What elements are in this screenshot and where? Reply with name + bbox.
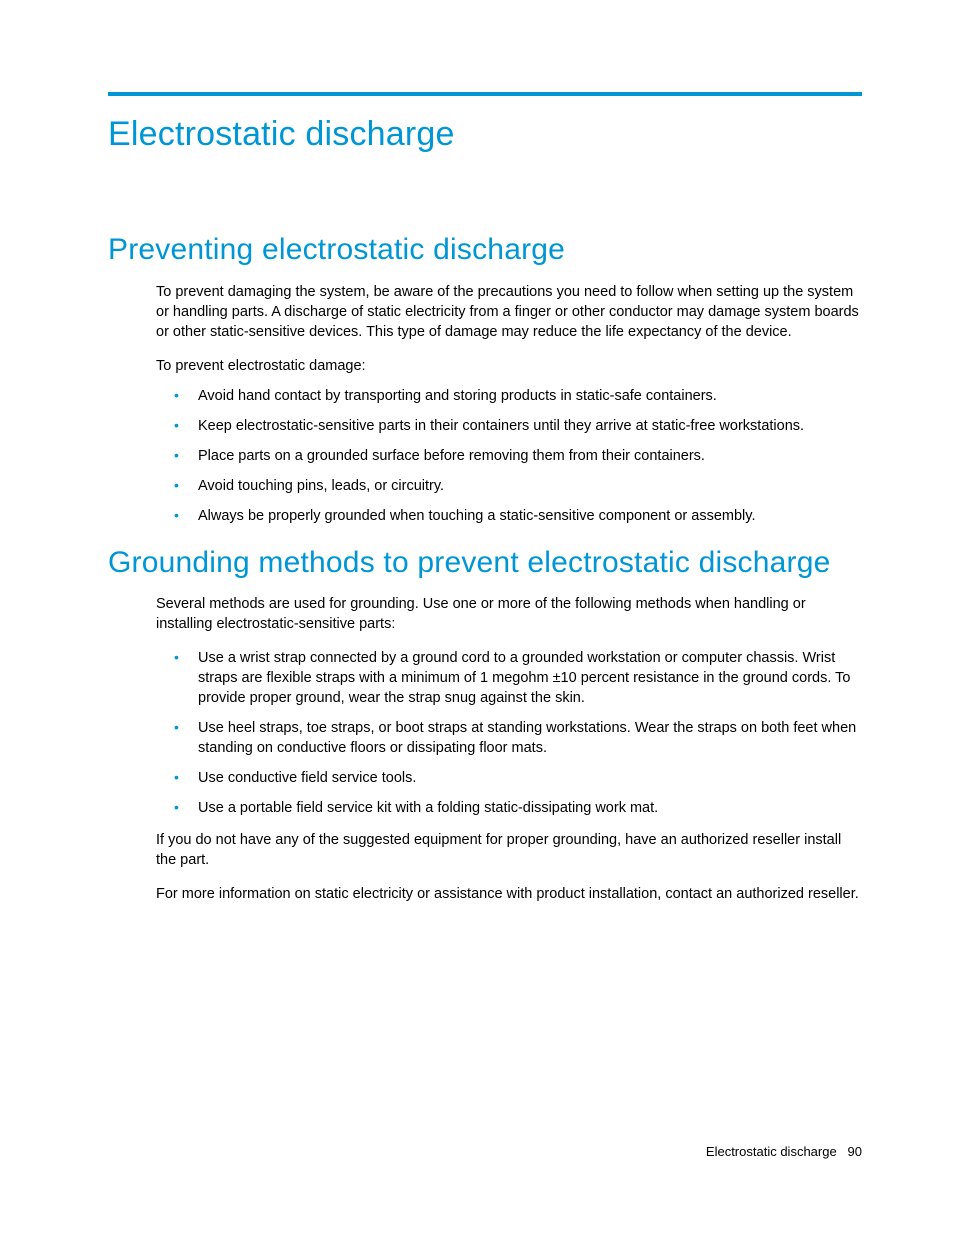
- list-item: Place parts on a grounded surface before…: [156, 446, 862, 466]
- list-item-text: Use a wrist strap connected by a ground …: [198, 650, 850, 706]
- list-item: Use heel straps, toe straps, or boot str…: [156, 718, 862, 758]
- list-item: Keep electrostatic-sensitive parts in th…: [156, 416, 862, 436]
- list-item-text: Use a portable field service kit with a …: [198, 800, 658, 816]
- section-gap: [108, 538, 862, 546]
- list-item-text: Place parts on a grounded surface before…: [198, 448, 705, 464]
- list-item-text: Use heel straps, toe straps, or boot str…: [198, 720, 856, 756]
- paragraph: For more information on static electrici…: [156, 884, 862, 904]
- list-item: Use a wrist strap connected by a ground …: [156, 648, 862, 708]
- list-item-text: Keep electrostatic-sensitive parts in th…: [198, 418, 804, 434]
- bullet-list: Avoid hand contact by transporting and s…: [156, 386, 862, 526]
- paragraph: Several methods are used for grounding. …: [156, 594, 862, 634]
- bullet-list: Use a wrist strap connected by a ground …: [156, 648, 862, 818]
- page-footer: Electrostatic discharge 90: [706, 1144, 862, 1159]
- section-body-grounding: Several methods are used for grounding. …: [108, 594, 862, 904]
- paragraph: If you do not have any of the suggested …: [156, 830, 862, 870]
- section-heading-preventing: Preventing electrostatic discharge: [108, 233, 862, 268]
- list-item-text: Always be properly grounded when touchin…: [198, 508, 755, 524]
- list-item: Avoid touching pins, leads, or circuitry…: [156, 476, 862, 496]
- paragraph: To prevent damaging the system, be aware…: [156, 282, 862, 342]
- list-item: Always be properly grounded when touchin…: [156, 506, 862, 526]
- footer-label: Electrostatic discharge: [706, 1144, 837, 1159]
- footer-page-number: 90: [848, 1144, 862, 1159]
- paragraph: To prevent electrostatic damage:: [156, 356, 862, 376]
- section-body-preventing: To prevent damaging the system, be aware…: [108, 282, 862, 526]
- list-item: Use a portable field service kit with a …: [156, 798, 862, 818]
- list-item: Avoid hand contact by transporting and s…: [156, 386, 862, 406]
- list-item-text: Avoid hand contact by transporting and s…: [198, 388, 717, 404]
- page: Electrostatic discharge Preventing elect…: [0, 0, 954, 904]
- section-heading-grounding: Grounding methods to prevent electrostat…: [108, 546, 862, 581]
- page-title: Electrostatic discharge: [108, 116, 862, 153]
- top-rule: [108, 92, 862, 96]
- list-item-text: Use conductive field service tools.: [198, 770, 416, 786]
- list-item-text: Avoid touching pins, leads, or circuitry…: [198, 478, 444, 494]
- list-item: Use conductive field service tools.: [156, 768, 862, 788]
